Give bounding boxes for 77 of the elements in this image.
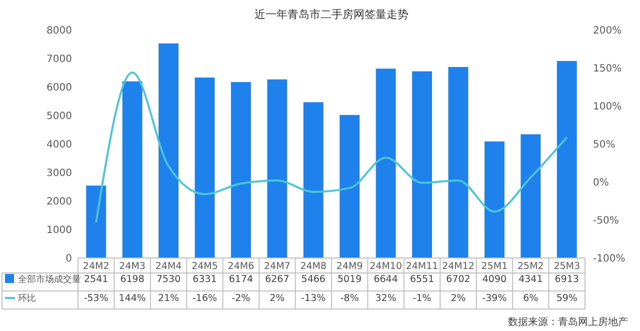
bar [376, 68, 396, 258]
bar [556, 60, 577, 258]
x-tick-label: 25M2 [518, 261, 544, 272]
bar [267, 79, 288, 258]
data-label: 6551 [410, 274, 434, 285]
y-tick-label: 7000 [46, 54, 72, 65]
x-tick-label: 24M8 [300, 261, 327, 272]
data-label: 2% [270, 293, 285, 304]
bar [231, 82, 251, 258]
bar [340, 114, 360, 258]
x-tick-label: 24M9 [336, 261, 363, 272]
y2-tick-label: 0% [593, 178, 609, 188]
data-label: 6644 [374, 274, 398, 285]
data-label: 6198 [120, 274, 144, 285]
data-label: 6267 [265, 274, 290, 285]
x-tick-label: 24M3 [119, 261, 146, 272]
data-label: 32% [375, 293, 396, 304]
chart-title: 近一年青岛市二手房网签量走势 [254, 8, 408, 21]
y2-tick-label: 150% [593, 64, 622, 74]
data-label: -8% [340, 293, 359, 304]
x-tick-label: 24M11 [406, 261, 438, 272]
bar [158, 43, 178, 258]
data-label: 7530 [156, 274, 181, 285]
data-label: 5466 [301, 274, 326, 285]
data-label: -16% [192, 293, 218, 304]
x-tick-label: 24M2 [82, 261, 110, 272]
line-series [95, 72, 568, 224]
data-label: 6913 [554, 274, 579, 285]
y-tick-label: 4000 [46, 140, 72, 150]
data-label: 144% [118, 293, 146, 304]
y2-tick-label: -50% [593, 216, 619, 226]
legend-label: 全部市场成交量 [18, 274, 81, 285]
x-tick-label: 24M6 [228, 261, 254, 272]
data-label: 2541 [84, 274, 108, 285]
bar [194, 78, 215, 258]
y2-tick-label: 50% [593, 140, 616, 150]
data-label: -1% [412, 293, 432, 304]
data-label: 4341 [518, 274, 543, 285]
x-tick-label: 24M12 [442, 261, 474, 272]
source-note: 数据来源：青岛网上房地产 [508, 316, 628, 328]
data-label: 6331 [192, 274, 217, 285]
x-tick-label: 24M5 [192, 261, 218, 272]
x-tick-label: 24M4 [155, 261, 182, 272]
bar [520, 134, 541, 258]
y-tick-label: 5000 [46, 111, 72, 122]
bar [484, 141, 504, 258]
x-tick-label: 24M7 [264, 261, 290, 272]
y-tick-label: 1000 [46, 225, 72, 236]
data-label: 5019 [338, 274, 362, 285]
x-tick-label: 25M1 [481, 261, 508, 272]
y2-tick-label: -100% [593, 254, 626, 264]
bar [412, 71, 432, 258]
data-label: 6174 [228, 274, 254, 285]
data-label: 59% [556, 293, 578, 304]
y2-tick-label: 100% [593, 102, 622, 112]
y-tick-label: 8000 [46, 26, 72, 36]
x-tick-label: 25M3 [554, 261, 580, 272]
data-label: 6% [523, 293, 538, 304]
x-tick-label: 24M10 [370, 261, 402, 272]
bar [448, 66, 468, 258]
data-label: -13% [301, 293, 326, 304]
data-label: 21% [158, 293, 180, 304]
data-label: -39% [482, 293, 507, 304]
data-label: 2% [450, 293, 466, 304]
bar [303, 102, 324, 258]
bar [122, 81, 142, 258]
y-tick-label: 3000 [46, 168, 72, 179]
data-label: -53% [84, 293, 108, 304]
bar [86, 186, 106, 258]
y-tick-label: 2000 [46, 196, 72, 208]
y2-tick-label: 200% [593, 26, 622, 36]
data-label: 6702 [446, 274, 470, 285]
y-tick-label: 6000 [46, 82, 72, 94]
y-tick-label: 0 [66, 254, 72, 264]
data-label: 4090 [482, 274, 507, 285]
legend-label: 环比 [18, 293, 36, 304]
data-label: -2% [232, 293, 250, 304]
